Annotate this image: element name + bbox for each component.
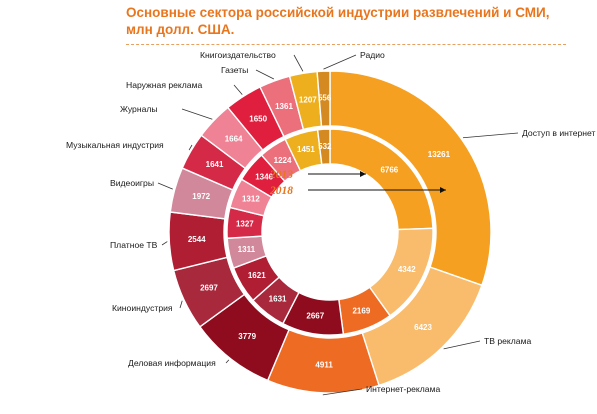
- leader-line-12: [293, 54, 304, 72]
- slice-values: 6766 4342 2169 2667 1631 1621 1311 1327 1312 1346…: [188, 94, 451, 370]
- leader-line-6: [161, 241, 168, 246]
- value-label-2013-10: 1346: [255, 173, 273, 182]
- value-label-2013-13: 532: [318, 142, 332, 151]
- title-divider: [126, 44, 566, 45]
- value-label-2018-9: 1664: [225, 135, 243, 144]
- leader-line-13: [323, 54, 357, 70]
- outer-ring-2018: [168, 70, 492, 394]
- value-label-2013-3: 2169: [352, 307, 370, 316]
- category-label-13: Радио: [360, 50, 385, 60]
- leader-line-2: [443, 340, 481, 350]
- value-label-2013-11: 1224: [274, 156, 292, 165]
- leader-line-9: [181, 108, 213, 120]
- category-label-2: ТВ реклама: [484, 336, 531, 346]
- leader-line-3: [322, 388, 363, 396]
- value-label-2018-11: 1361: [275, 102, 293, 111]
- category-label-6: Платное ТВ: [110, 240, 158, 250]
- leader-line-1: [462, 132, 519, 139]
- category-label-9: Журналы: [120, 104, 158, 114]
- value-label-2018-7: 1972: [192, 192, 210, 201]
- category-label-3: Интернет-реклама: [366, 384, 440, 394]
- category-label-10: Наружная реклама: [126, 80, 202, 90]
- callouts: Доступ в интернет ТВ реклама Интернет-рекл…: [66, 50, 596, 396]
- slice-2018-1: [329, 70, 492, 287]
- value-label-2013-4: 2667: [306, 311, 324, 320]
- value-label-2013-6: 1621: [248, 271, 266, 280]
- value-label-2018-13: 556: [318, 94, 332, 103]
- arrow-head-icon: [440, 187, 446, 193]
- value-label-2013-2: 4342: [398, 265, 416, 274]
- leader-line-7: [157, 182, 173, 190]
- leader-line-10: [233, 84, 243, 95]
- leader-line-4: [225, 359, 230, 364]
- slice-2018-13: [316, 70, 331, 128]
- slice-2013-13: [316, 128, 331, 166]
- leader-line-8: [188, 144, 193, 151]
- value-label-2018-3: 4911: [315, 360, 333, 369]
- year-label-2013: 2013: [269, 169, 293, 181]
- value-label-2013-8: 1327: [236, 219, 254, 228]
- category-label-11: Газеты: [221, 65, 248, 75]
- year-legend: 2013 2018: [269, 169, 446, 197]
- inner-ring-2013: [226, 128, 434, 336]
- category-label-8: Музыкальная индустрия: [66, 140, 164, 150]
- category-label-1: Доступ в интернет: [522, 128, 596, 138]
- leader-line-11: [255, 69, 275, 80]
- category-label-4: Деловая информация: [128, 358, 216, 368]
- value-label-2013-12: 1451: [297, 145, 315, 154]
- year-label-2018: 2018: [269, 185, 293, 197]
- value-label-2013-1: 6766: [380, 166, 398, 175]
- value-label-2018-8: 1641: [206, 160, 224, 169]
- category-label-5: Киноиндустрия: [112, 303, 173, 313]
- value-label-2013-5: 1631: [269, 295, 287, 304]
- value-label-2018-1: 13261: [428, 150, 451, 159]
- value-label-2013-9: 1312: [242, 195, 260, 204]
- value-label-2018-4: 3779: [238, 332, 256, 341]
- value-label-2013-7: 1311: [238, 245, 256, 254]
- chart-title: Основные сектора российской индустрии ра…: [126, 5, 550, 37]
- value-label-2018-12: 1207: [299, 95, 317, 104]
- value-label-2018-2: 6423: [414, 323, 432, 332]
- value-label-2018-6: 2544: [188, 235, 206, 244]
- category-label-12: Книгоиздательство: [200, 50, 276, 60]
- category-label-7: Видеоигры: [110, 178, 154, 188]
- value-label-2018-10: 1650: [249, 115, 267, 124]
- leader-line-5: [179, 300, 183, 309]
- arrow-head-icon: [360, 171, 366, 177]
- value-label-2018-5: 2697: [200, 283, 218, 292]
